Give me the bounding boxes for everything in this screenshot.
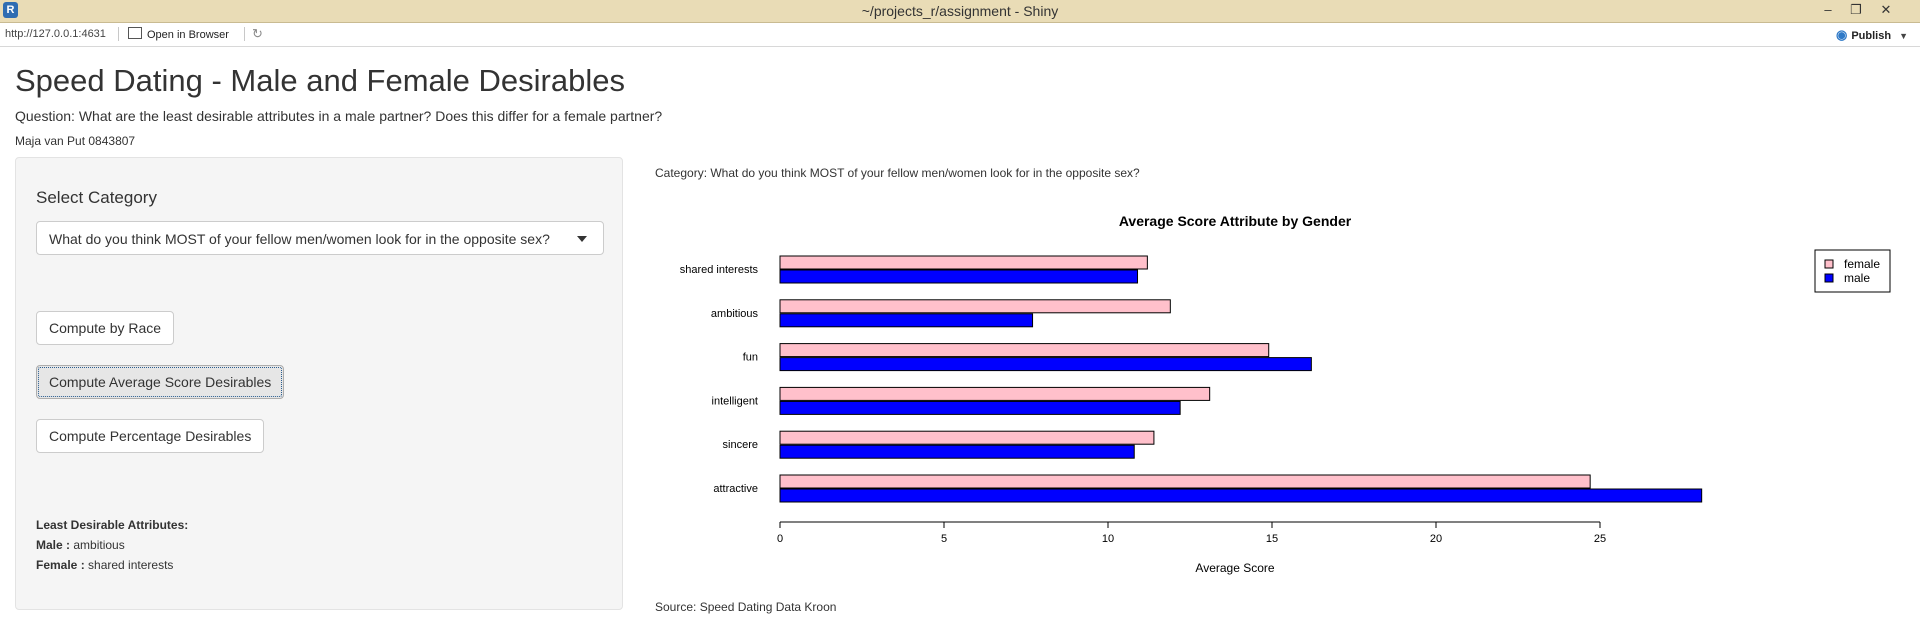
bar-male-fun [779,357,1312,372]
x-tick-label: 20 [1430,533,1442,545]
minimize-icon[interactable]: – [1824,2,1832,17]
toolbar-divider [244,27,245,41]
y-tick-label: ambitious [711,308,759,320]
x-axis-label: Average Score [1195,561,1274,575]
chart-container: Average Score Attribute by Gender Averag… [650,200,1910,580]
legend-label-female: female [1844,257,1880,271]
category-select-value: What do you think MOST of your fellow me… [49,231,550,247]
male-label: Male : [36,538,71,552]
toolbar-divider [118,27,119,41]
female-least-value: shared interests [88,558,174,572]
bar-female-shared-interests [779,255,1148,270]
chart-title: Average Score Attribute by Gender [1119,213,1352,229]
category-select[interactable]: What do you think MOST of your fellow me… [36,221,604,255]
window-title: ~/projects_r/assignment - Shiny [861,3,1059,19]
compute-percentage-button[interactable]: Compute Percentage Desirables [36,419,265,453]
url-display: http://127.0.0.1:4631 [5,28,106,40]
close-icon[interactable]: ✕ [1880,2,1892,17]
y-tick-label: intelligent [712,395,758,407]
legend-swatch-male [1824,273,1834,283]
bar-male-ambitious [779,313,1034,328]
open-in-browser-button[interactable]: Open in Browser [128,27,229,41]
legend-label-male: male [1844,271,1870,285]
male-least-value: ambitious [73,538,125,552]
publish-button[interactable]: ◉ Publish ▼ [1836,27,1908,43]
chevron-down-icon: ▼ [1899,31,1908,41]
compute-by-race-button[interactable]: Compute by Race [36,311,175,345]
least-desirable-heading: Least Desirable Attributes: [36,518,189,532]
source-text: Source: Speed Dating Data Kroon [655,600,837,614]
bar-female-fun [779,343,1270,358]
select-category-label: Select Category [36,188,157,207]
publish-label: Publish [1851,30,1892,42]
refresh-icon[interactable]: ↻ [252,26,263,41]
legend-swatch-female [1824,259,1834,269]
compute-average-score-button[interactable]: Compute Average Score Desirables [36,365,285,399]
open-in-browser-label: Open in Browser [147,29,229,41]
y-tick-label: shared interests [680,264,759,276]
category-text: Category: What do you think MOST of your… [655,166,1140,180]
question-text: Question: What are the least desirable a… [15,108,663,124]
bar-female-intelligent [779,386,1211,401]
x-tick-label: 10 [1102,533,1114,545]
y-tick-label: attractive [713,483,758,495]
bar-male-intelligent [779,400,1181,415]
bar-male-shared-interests [779,269,1139,284]
x-tick-label: 15 [1266,533,1278,545]
sidebar-panel: Select Category What do you think MOST o… [15,157,623,610]
bar-male-sincere [779,444,1135,459]
legend-box [1814,249,1891,293]
least-desirable-summary: Least Desirable Attributes: Male : ambit… [36,515,188,575]
y-tick-label: fun [743,352,758,364]
publish-icon: ◉ [1836,27,1848,42]
open-window-icon [128,27,142,39]
y-tick-label: sincere [723,439,758,451]
chevron-down-icon [577,236,587,242]
bar-female-ambitious [779,299,1171,314]
bar-chart: Average Score Attribute by Gender Averag… [680,213,1891,575]
bar-female-sincere [779,430,1155,445]
author-text: Maja van Put 0843807 [15,134,136,148]
page-title: Speed Dating - Male and Female Desirable… [15,63,625,98]
restore-icon[interactable]: ❐ [1850,2,1862,17]
window-titlebar: R ~/projects_r/assignment - Shiny – ❐ ✕ [0,0,1920,23]
viewer-toolbar: http://127.0.0.1:4631 Open in Browser ↻ … [0,23,1920,47]
bar-male-attractive [779,488,1703,503]
bar-female-attractive [779,474,1591,489]
x-tick-label: 5 [941,533,947,545]
x-tick-label: 0 [777,533,783,545]
rstudio-app-icon: R [3,2,18,18]
female-label: Female : [36,558,85,572]
x-tick-label: 25 [1594,533,1606,545]
